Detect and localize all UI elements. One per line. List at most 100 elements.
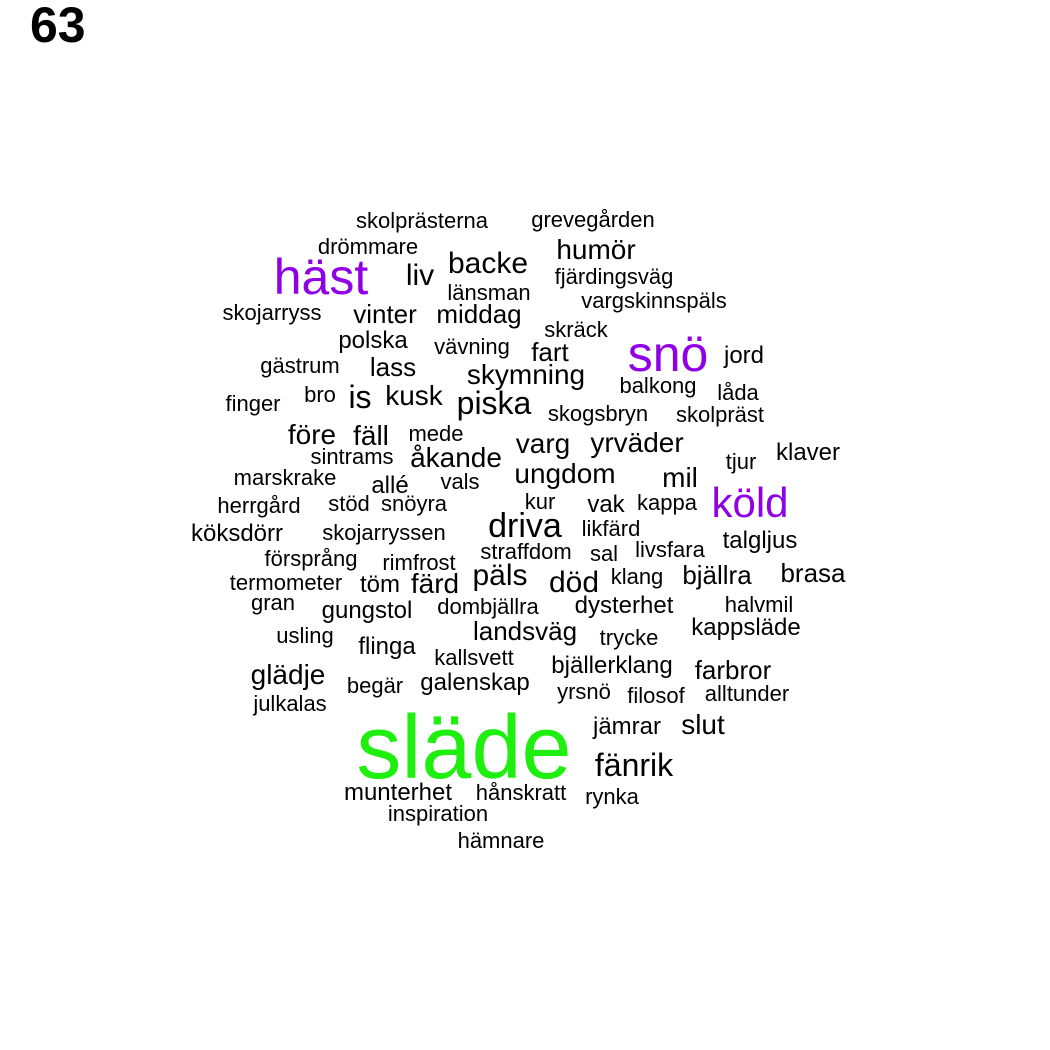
cloud-word: skojarryssen <box>322 520 446 545</box>
cloud-word: köld <box>711 479 789 526</box>
cloud-word: lass <box>369 352 417 382</box>
cloud-word: filosof <box>627 683 685 708</box>
cloud-word: tjur <box>725 449 757 474</box>
cloud-word: farbror <box>694 655 772 685</box>
cloud-word: skräck <box>544 317 608 342</box>
cloud-word: flinga <box>358 633 416 660</box>
cloud-word: sal <box>589 541 619 566</box>
cloud-word: före <box>287 419 337 450</box>
cloud-word: köksdörr <box>190 520 284 547</box>
cloud-word: marskrake <box>233 465 337 490</box>
cloud-word: balkong <box>619 373 697 398</box>
cloud-word: häst <box>273 249 369 305</box>
cloud-word: alltunder <box>704 681 790 706</box>
cloud-word: släde <box>356 698 572 798</box>
cloud-word: färd <box>410 568 460 599</box>
cloud-word: inspiration <box>387 801 489 826</box>
cloud-word: hånskratt <box>475 780 567 805</box>
cloud-word: skymning <box>466 359 586 390</box>
cloud-word: straffdom <box>480 539 572 564</box>
cloud-word: dysterhet <box>574 592 674 619</box>
cloud-word: vävning <box>434 334 510 359</box>
cloud-word: middag <box>436 299 522 329</box>
cloud-word: vargskinnspäls <box>581 288 727 313</box>
cloud-word: gungstol <box>321 597 413 624</box>
cloud-word: julkalas <box>253 691 327 716</box>
cloud-word: bjällerklang <box>551 652 673 679</box>
cloud-word: herrgård <box>217 493 301 518</box>
cloud-word: trycke <box>599 625 659 650</box>
cloud-word: skojarryss <box>222 300 322 325</box>
cloud-word: usling <box>276 623 334 648</box>
cloud-word: kur <box>524 489 556 514</box>
cloud-word: glädje <box>250 659 326 690</box>
cloud-word: päls <box>472 559 528 592</box>
cloud-word: rynka <box>585 784 639 809</box>
cloud-word: liv <box>405 259 435 292</box>
cloud-word: yrsnö <box>557 679 611 704</box>
cloud-word: fjärdingsväg <box>554 264 674 289</box>
cloud-word: kappsläde <box>691 614 801 641</box>
cloud-word: skolpräst <box>675 402 765 427</box>
cloud-word: gran <box>250 590 296 615</box>
cloud-word: allé <box>371 472 409 499</box>
cloud-word: livsfara <box>635 537 705 562</box>
cloud-word: stöd <box>328 491 370 516</box>
cloud-word: död <box>548 566 600 599</box>
cloud-word: skolprästerna <box>355 208 489 233</box>
cloud-word: yrväder <box>590 427 684 458</box>
cloud-word: kallsvett <box>434 645 514 670</box>
cloud-word: varg <box>515 428 571 459</box>
cloud-word: mil <box>662 462 698 493</box>
cloud-word: vak <box>587 491 625 518</box>
cloud-word: backe <box>447 247 529 280</box>
cloud-word: jord <box>723 342 765 369</box>
cloud-word: låda <box>717 380 759 405</box>
page-number: 63 <box>30 0 86 53</box>
cloud-word: bro <box>304 382 336 407</box>
cloud-word: snöyra <box>380 491 448 516</box>
cloud-word: gästrum <box>260 353 340 378</box>
cloud-word: slut <box>681 709 725 740</box>
cloud-word: driva <box>488 507 562 545</box>
cloud-word: försprång <box>264 546 358 571</box>
cloud-word: landsväg <box>472 616 578 646</box>
cloud-word: finger <box>225 391 281 416</box>
cloud-word: vals <box>440 469 480 494</box>
cloud-word: skogsbryn <box>547 401 649 426</box>
cloud-word: töm <box>359 571 401 598</box>
cloud-word: hämnare <box>457 828 545 853</box>
cloud-word: is <box>348 379 372 415</box>
cloud-word: humör <box>556 234 636 265</box>
cloud-word: polska <box>338 327 408 354</box>
cloud-word: klaver <box>775 439 841 466</box>
cloud-word: piska <box>456 385 532 421</box>
cloud-word: termometer <box>229 570 343 595</box>
cloud-word: talgljus <box>722 527 798 554</box>
cloud-word: jämrar <box>592 713 662 740</box>
cloud-word: klang <box>610 564 664 589</box>
cloud-word: halvmil <box>724 592 794 617</box>
cloud-word: sintrams <box>310 444 394 469</box>
cloud-word: munterhet <box>343 779 453 806</box>
cloud-word: grevegården <box>531 207 655 232</box>
cloud-word: snö <box>627 326 709 382</box>
cloud-word: rimfrost <box>382 550 456 575</box>
cloud-word: likfärd <box>581 516 641 541</box>
cloud-word: kusk <box>385 380 443 411</box>
cloud-word: fart <box>531 337 569 367</box>
cloud-word: kappa <box>637 490 697 515</box>
cloud-word: åkande <box>410 442 502 473</box>
cloud-word: fänrik <box>594 747 674 783</box>
cloud-word: dombjällra <box>437 594 539 619</box>
cloud-word: galenskap <box>420 669 530 696</box>
cloud-word: mede <box>408 421 464 446</box>
cloud-word: vinter <box>353 299 417 329</box>
cloud-word: ungdom <box>514 458 616 489</box>
cloud-word: begär <box>346 673 404 698</box>
cloud-word: drömmare <box>317 234 419 259</box>
cloud-word: brasa <box>780 558 846 588</box>
cloud-word: fäll <box>353 420 389 451</box>
cloud-word: länsman <box>447 280 531 305</box>
